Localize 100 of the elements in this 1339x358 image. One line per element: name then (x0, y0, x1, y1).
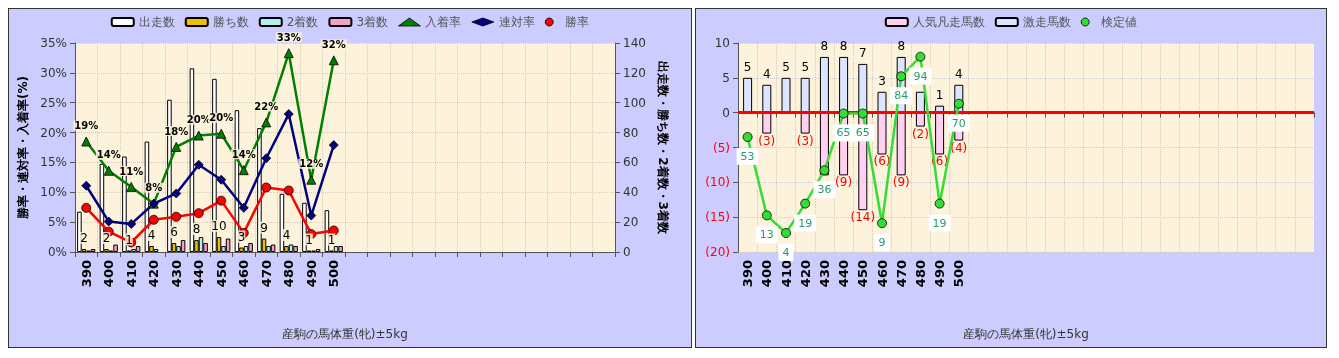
y2-tick-label: 40 (623, 185, 639, 200)
data-label: 4 (762, 66, 771, 81)
x-tick-label: 450 (855, 260, 871, 288)
legend-label: 入着率 (425, 15, 462, 29)
x-tick-label: 390 (740, 260, 756, 288)
data-label: 19 (932, 216, 947, 230)
data-label: 65 (855, 126, 870, 140)
x-tick-label: 420 (146, 260, 162, 288)
data-label: 22% (254, 101, 279, 113)
data-label: 20% (209, 112, 234, 124)
y2-tick-label: 20 (623, 215, 639, 230)
data-label: 12% (299, 158, 324, 170)
y-tick-label: 10% (40, 185, 67, 200)
data-label: 8 (897, 38, 906, 53)
data-label: 5 (801, 59, 810, 74)
data-label: (2) (911, 126, 929, 141)
x-tick-label: 500 (951, 260, 967, 288)
x-axis-title: 産駒の馬体重(牝)±5kg (963, 327, 1089, 341)
x-tick-label: 460 (874, 260, 890, 288)
y2-tick-label: 60 (623, 155, 639, 170)
data-label: 33% (276, 31, 301, 43)
legend-label: 連対率 (498, 15, 535, 29)
data-label: 32% (321, 38, 346, 50)
data-label: 1 (125, 232, 133, 247)
data-label: 4 (782, 245, 790, 259)
data-label: 9 (260, 220, 268, 235)
x-tick-label: 490 (303, 260, 319, 288)
y-tick-label: 30% (40, 65, 67, 80)
data-label: 53 (740, 149, 755, 163)
data-label: 8 (820, 38, 829, 53)
y2-tick-label: 120 (623, 65, 646, 80)
data-label: 2 (80, 231, 88, 246)
data-label: 1 (327, 232, 336, 247)
y-tick-label: 20% (40, 125, 67, 140)
data-label: 2 (102, 231, 111, 246)
data-label: 19 (798, 216, 813, 230)
x-tick-label: 400 (759, 260, 775, 288)
data-label: 84 (894, 89, 909, 103)
data-label: 18% (164, 125, 189, 137)
y-axis-title: 勝率・連対率・入着率(%) (16, 76, 31, 220)
data-label: 7 (858, 45, 867, 60)
y2-tick-label: 100 (623, 95, 646, 110)
y-tick-label: 25% (40, 95, 67, 110)
data-label: 70 (951, 116, 966, 130)
data-label: 8 (192, 222, 201, 237)
y2-tick-label: 0 (623, 245, 631, 259)
legend-label: 勝率 (565, 15, 590, 29)
y-tick-label: 5 (722, 70, 730, 85)
y2-tick-label: 140 (623, 36, 646, 50)
data-label: 3 (237, 229, 246, 244)
data-label: 9 (878, 236, 886, 250)
x-tick-label: 430 (168, 260, 184, 288)
x-tick-label: 480 (912, 260, 928, 288)
legend-label: 激走馬数 (1022, 15, 1071, 29)
y-tick-label: 15% (40, 155, 67, 170)
y-tick-label: (15) (705, 210, 730, 225)
y-tick-label: 10 (714, 36, 730, 50)
data-label: 19% (74, 120, 99, 132)
x-tick-label: 420 (797, 260, 813, 288)
data-label: 8% (145, 182, 163, 194)
data-label: 11% (119, 165, 144, 177)
x-tick-label: 390 (78, 260, 94, 288)
x-tick-label: 460 (236, 260, 252, 288)
x-tick-label: 470 (258, 260, 274, 288)
y-tick-label: (20) (705, 245, 730, 259)
legend-label: 勝ち数 (212, 15, 249, 29)
x-tick-label: 430 (816, 260, 832, 288)
data-label: 6 (170, 225, 178, 240)
x-tick-label: 450 (213, 260, 229, 288)
data-label: 5 (743, 59, 752, 74)
y2-tick-label: 80 (623, 125, 639, 140)
data-label: 94 (913, 69, 928, 83)
x-tick-label: 440 (836, 260, 852, 288)
data-label: 10 (211, 219, 227, 234)
x-tick-label: 470 (893, 260, 909, 288)
data-label: (9) (835, 175, 853, 190)
data-label: 13 (759, 228, 774, 242)
data-label: 20% (186, 114, 211, 126)
data-label: 14% (96, 149, 121, 161)
data-label: 14% (231, 148, 256, 160)
x-tick-label: 500 (326, 260, 342, 288)
data-label: 1 (305, 232, 313, 247)
data-label: 65 (836, 126, 851, 140)
x-tick-label: 410 (123, 260, 139, 288)
data-label: (3) (758, 133, 776, 148)
y-tick-label: 0% (47, 245, 67, 259)
x-axis-title: 産駒の馬体重(牝)±5kg (282, 327, 408, 341)
data-label: (3) (796, 133, 814, 148)
data-label: 3 (878, 73, 886, 88)
y-tick-label: (10) (705, 175, 730, 190)
legend-label: 検定値 (1101, 15, 1138, 29)
data-label: (4) (950, 140, 968, 155)
data-label: 4 (147, 228, 156, 243)
legend-label: 人気凡走馬数 (912, 15, 985, 29)
legend-label: 出走数 (138, 15, 175, 29)
y2-axis-title: 出走数・勝ち数・2着数・3着数 (655, 61, 670, 235)
data-label: (9) (892, 175, 910, 190)
x-tick-label: 480 (281, 260, 297, 288)
data-label: (14) (850, 210, 876, 225)
data-label: 1 (935, 87, 944, 102)
